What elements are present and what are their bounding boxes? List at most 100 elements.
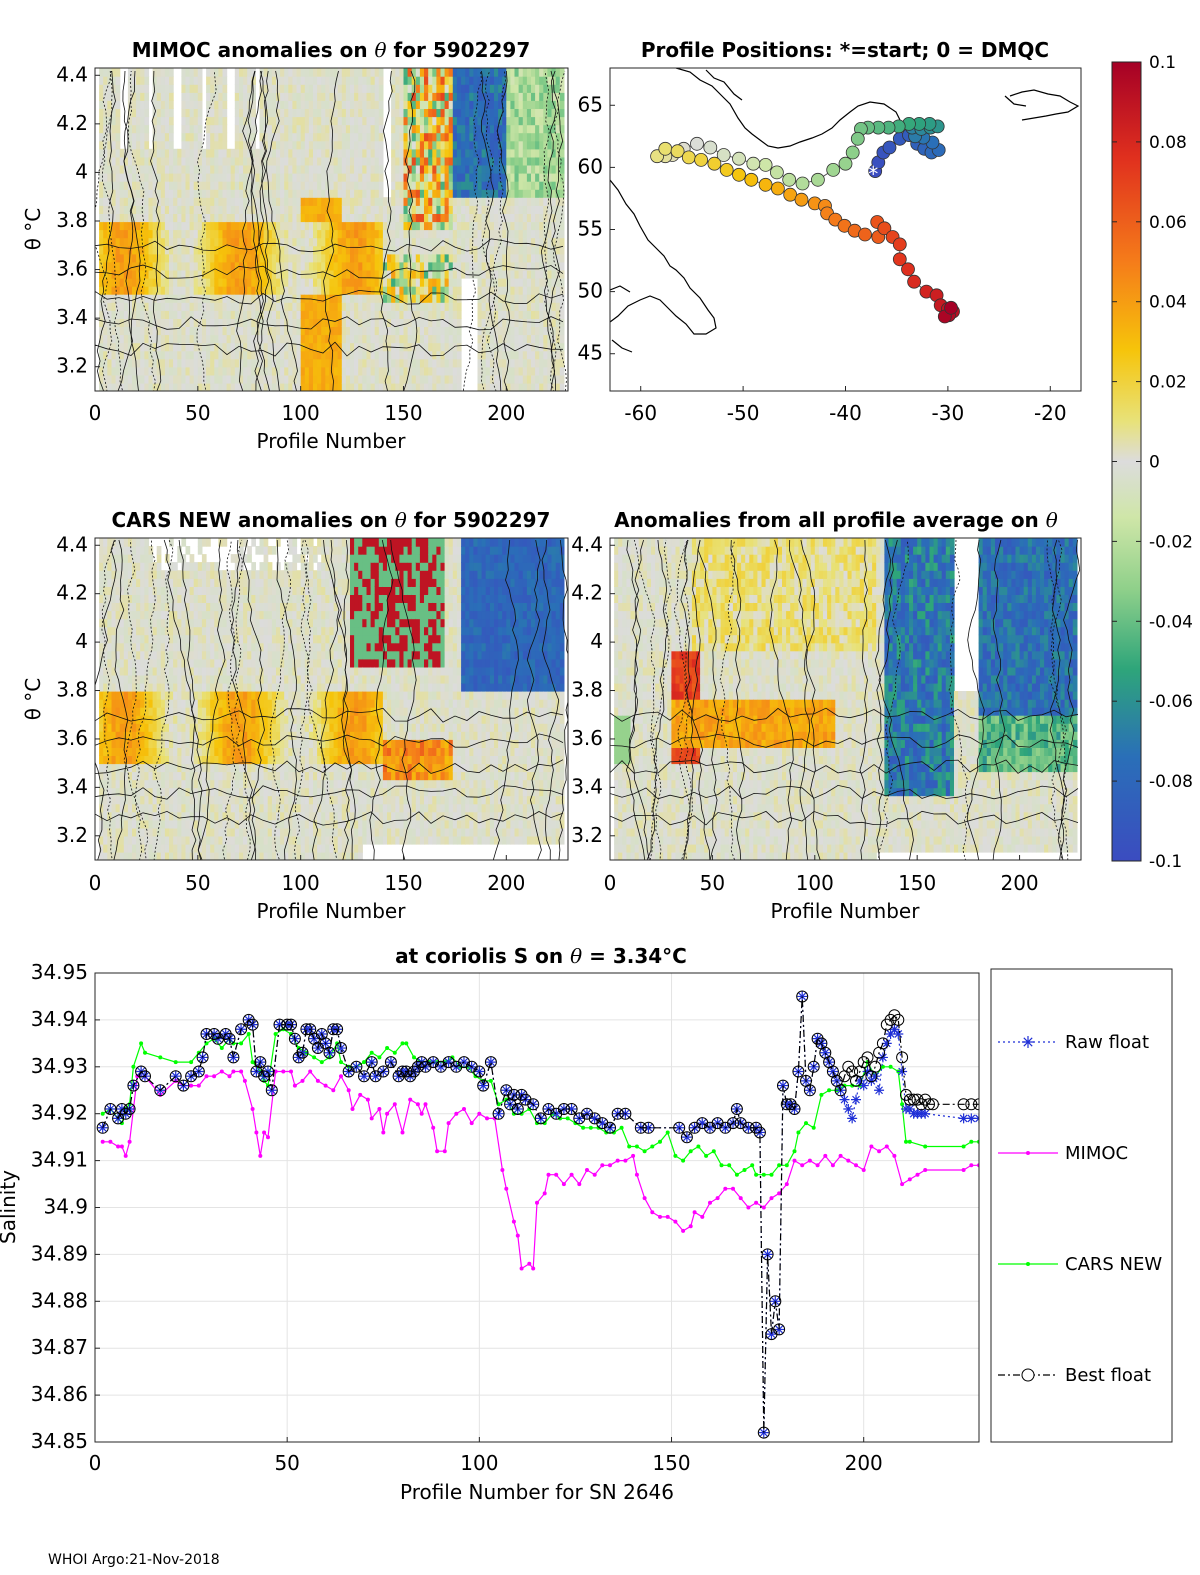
heatmap-cell xyxy=(136,739,141,748)
heatmap-cell xyxy=(411,68,417,77)
heatmap-cell xyxy=(494,68,499,77)
heatmap-cell xyxy=(156,156,162,166)
heatmap-cell xyxy=(539,229,544,239)
heatmap-cell xyxy=(395,253,400,263)
heatmap-cell xyxy=(123,197,129,206)
heatmap-cell xyxy=(234,310,240,319)
heatmap-cell xyxy=(276,148,281,158)
heatmap-cell xyxy=(317,108,322,118)
heatmap-cell xyxy=(304,310,310,319)
heatmap-cell xyxy=(300,286,306,295)
heatmap-cell xyxy=(136,310,141,319)
heatmap-cell xyxy=(140,318,145,327)
heatmap-cell xyxy=(506,84,511,93)
heatmap-cell xyxy=(370,310,376,319)
heatmap-cell xyxy=(477,173,483,182)
heatmap-cell xyxy=(382,221,388,231)
heatmap-cell xyxy=(448,100,454,109)
heatmap-cell xyxy=(432,334,437,344)
heatmap-cell xyxy=(144,827,150,837)
heatmap-cell xyxy=(395,116,400,126)
heatmap-cell xyxy=(452,294,458,303)
heatmap-cell xyxy=(169,164,174,174)
heatmap-cell xyxy=(206,310,211,319)
heatmap-cell xyxy=(518,132,524,142)
heatmap-cell xyxy=(234,140,240,150)
heatmap-cell xyxy=(518,253,524,263)
heatmap-cell xyxy=(185,148,191,158)
heatmap-cell xyxy=(333,132,339,142)
heatmap-cell xyxy=(424,189,429,198)
heatmap-cell xyxy=(218,334,224,344)
heatmap-cell xyxy=(506,132,511,142)
heatmap-cell xyxy=(522,173,528,182)
heatmap-cell xyxy=(432,326,437,336)
heatmap-cell xyxy=(111,763,117,773)
heatmap-cell xyxy=(185,213,191,223)
heatmap-cell xyxy=(518,189,524,198)
heatmap-cell xyxy=(448,358,454,368)
heatmap-cell xyxy=(424,68,429,77)
heatmap-cell xyxy=(267,358,273,368)
heatmap-cell xyxy=(337,326,343,336)
heatmap-cell xyxy=(452,374,458,384)
heatmap-cell xyxy=(107,674,112,684)
heatmap-cell xyxy=(341,205,347,214)
heatmap-cell xyxy=(354,189,359,198)
heatmap-cell xyxy=(156,124,162,134)
heatmap-cell xyxy=(140,366,145,376)
heatmap-cell xyxy=(510,294,516,303)
heatmap-cell xyxy=(181,181,187,190)
heatmap-cell xyxy=(210,68,215,77)
heatmap-cell xyxy=(317,310,322,319)
heatmap-cell xyxy=(115,374,121,384)
heatmap-cell xyxy=(119,658,125,668)
heatmap-cell xyxy=(403,310,409,319)
heatmap-cell xyxy=(325,100,330,109)
heatmap-cell xyxy=(506,124,511,134)
heatmap-cell xyxy=(461,189,466,198)
heatmap-cell xyxy=(477,76,483,85)
heatmap-cell xyxy=(345,205,351,214)
heatmap-cell xyxy=(419,245,425,255)
heatmap-cell xyxy=(144,594,150,603)
heatmap-cell xyxy=(197,173,203,182)
heatmap-cell xyxy=(317,229,322,239)
heatmap-cell xyxy=(555,269,561,279)
heatmap-cell xyxy=(140,674,145,684)
heatmap-cell xyxy=(506,164,511,174)
heatmap-cell xyxy=(547,197,553,206)
heatmap-cell xyxy=(518,286,524,295)
heatmap-cell xyxy=(329,84,335,93)
heatmap-cell xyxy=(280,173,285,182)
heatmap-cell xyxy=(103,795,108,805)
heatmap-cell xyxy=(448,68,454,77)
heatmap-cell xyxy=(395,237,400,247)
heatmap-cell xyxy=(374,132,380,142)
heatmap-cell xyxy=(374,181,380,190)
heatmap-cell xyxy=(440,310,446,319)
heatmap-cell xyxy=(247,213,252,223)
heatmap-cell xyxy=(308,76,314,85)
heatmap-cell xyxy=(218,237,224,247)
heatmap-cell xyxy=(304,358,310,368)
heatmap-cell xyxy=(243,342,248,352)
heatmap-cell xyxy=(317,358,322,368)
heatmap-cell xyxy=(308,132,314,142)
heatmap-cell xyxy=(107,634,112,644)
heatmap-cell xyxy=(461,205,466,214)
heatmap-cell xyxy=(399,132,405,142)
heatmap-cell xyxy=(132,326,137,336)
heatmap-cell xyxy=(440,221,446,231)
heatmap-cell xyxy=(559,173,565,182)
heatmap-cell xyxy=(321,205,326,214)
heatmap-cell xyxy=(169,342,174,352)
heatmap-cell xyxy=(127,546,133,555)
heatmap-cell xyxy=(292,326,298,336)
heatmap-cell xyxy=(226,205,232,214)
heatmap-cell xyxy=(127,197,133,206)
heatmap-cell xyxy=(308,318,314,327)
heatmap-cell xyxy=(140,843,145,853)
heatmap-cell xyxy=(419,140,425,150)
heatmap-cell xyxy=(370,229,376,239)
